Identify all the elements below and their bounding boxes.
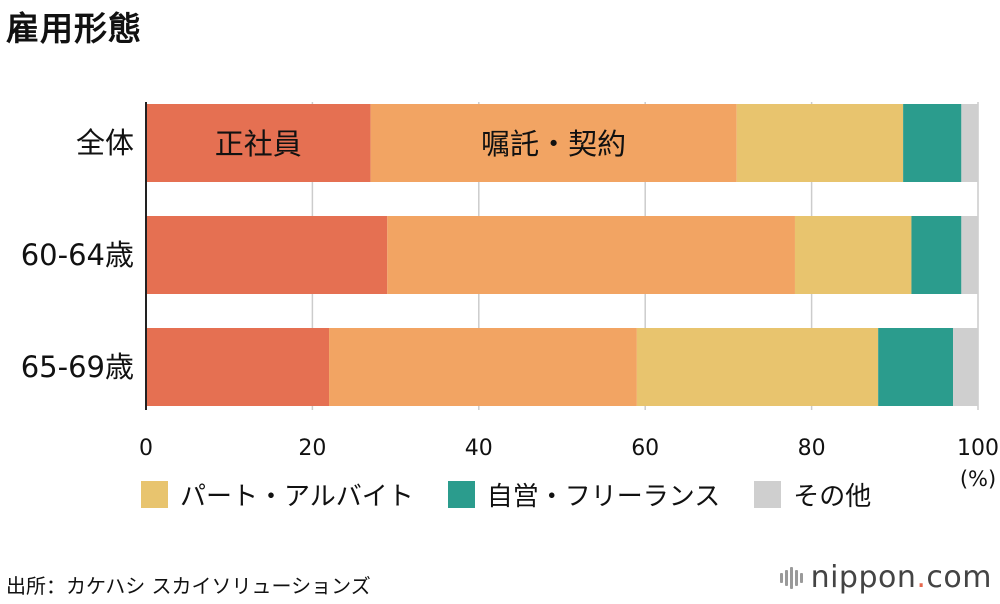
- legend-swatch-freelance: [447, 481, 475, 508]
- logo-mark-icon: [779, 566, 805, 589]
- x-tick-label-40: 40: [465, 436, 493, 461]
- bar-segment-1-4: [961, 216, 978, 294]
- bar-segment-2-3: [878, 328, 954, 406]
- logo-suffix: com: [926, 560, 992, 595]
- bar-segment-0-3: [903, 104, 962, 182]
- legend-swatch-other: [754, 481, 782, 508]
- inline-label-0: 正社員: [215, 127, 302, 161]
- bar-segment-2-4: [953, 328, 978, 406]
- category-label-0: 全体: [76, 126, 134, 160]
- bar-segment-1-1: [387, 216, 795, 294]
- legend-item-freelance: 自営・フリーランス: [447, 476, 721, 513]
- bar-segment-2-0: [146, 328, 330, 406]
- legend-swatch-part: [141, 481, 168, 508]
- x-tick-label-60: 60: [631, 436, 659, 461]
- legend: パート・アルバイト 自営・フリーランス その他: [141, 476, 905, 513]
- x-tick-label-0: 0: [139, 436, 153, 461]
- x-tick-label-100: 100: [957, 436, 999, 461]
- logo-name: nippon: [810, 560, 917, 595]
- legend-label-part: パート・アルバイト: [180, 482, 414, 512]
- bar-segment-2-2: [636, 328, 879, 406]
- bar-segment-0-0: [146, 104, 371, 182]
- source-note: 出所：カケハシ スカイソリューションズ: [6, 574, 371, 598]
- bar-segment-2-1: [329, 328, 637, 406]
- bar-segment-1-2: [794, 216, 912, 294]
- bar-segment-0-4: [961, 104, 978, 182]
- chart-title: 雇用形態: [6, 9, 142, 48]
- x-tick-label-20: 20: [298, 436, 326, 461]
- legend-item-other: その他: [754, 476, 871, 513]
- bar-segment-1-0: [146, 216, 388, 294]
- legend-label-other: その他: [793, 482, 872, 512]
- legend-item-part: パート・アルバイト: [141, 476, 414, 513]
- bar-segment-1-3: [911, 216, 962, 294]
- bar-segment-0-1: [370, 104, 737, 182]
- x-tick-label-80: 80: [798, 436, 826, 461]
- inline-label-1: 嘱託・契約: [481, 127, 626, 161]
- category-label-2: 65-69歳: [21, 350, 134, 384]
- logo-dot: .: [916, 560, 927, 595]
- category-label-1: 60-64歳: [21, 238, 134, 272]
- x-unit-label: (%): [960, 467, 996, 491]
- legend-label-freelance: 自営・フリーランス: [486, 482, 721, 512]
- bar-segment-0-2: [736, 104, 904, 182]
- nippon-logo: nippon. com: [779, 560, 992, 595]
